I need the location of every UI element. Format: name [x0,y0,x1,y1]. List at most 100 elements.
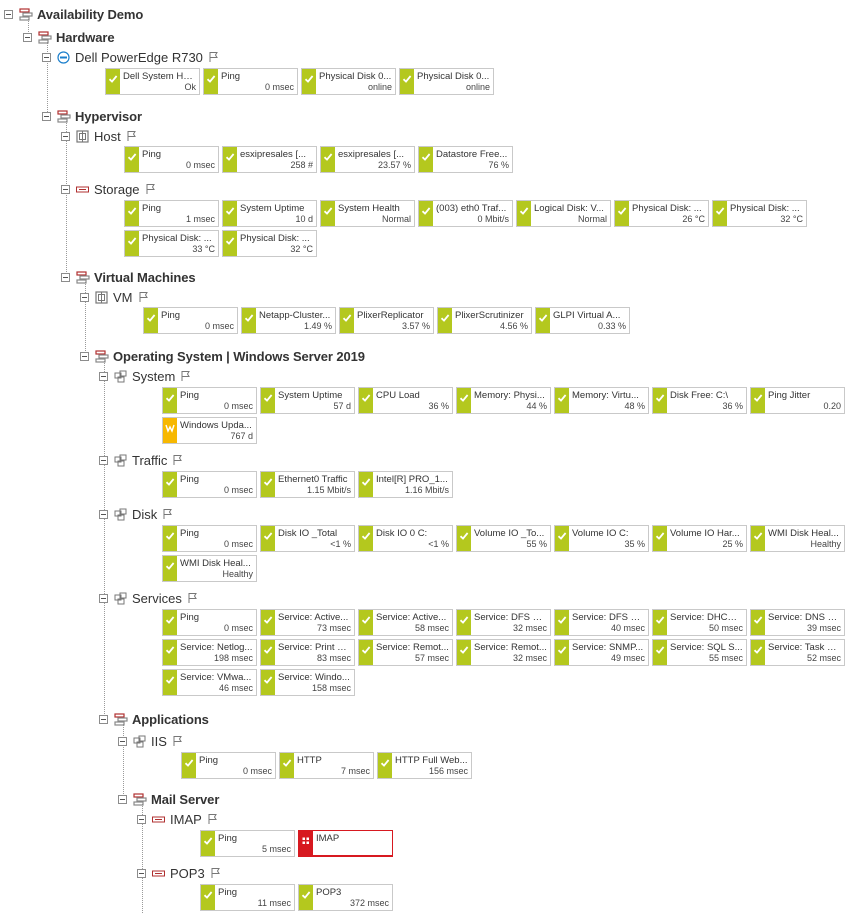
sensor-tile[interactable]: Volume IO _To... 55 % [456,525,551,552]
collapse-toggle[interactable] [99,593,108,603]
sensor-tile[interactable]: System Uptime 10 d [222,200,317,227]
tree-node-host[interactable]: Host [61,127,138,145]
sensor-tile[interactable]: WMI Disk Heal... Healthy [750,525,845,552]
tree-node-traffic[interactable]: Traffic [99,451,184,469]
sensor-tile[interactable]: Physical Disk: ... 32 °C [712,200,807,227]
sensor-tile[interactable]: Ping 0 msec [143,307,238,334]
sensor-tile[interactable]: Service: SNMP... 49 msec [554,639,649,666]
node-label[interactable]: Mail Server [151,791,220,807]
tree-node-root[interactable]: Availability Demo [4,5,143,23]
sensor-tile[interactable]: Physical Disk: ... 33 °C [124,230,219,257]
sensor-tile[interactable]: esxipresales [... 23.57 % [320,146,415,173]
flag-icon[interactable] [207,813,219,825]
flag-icon[interactable] [145,183,157,195]
node-label[interactable]: IMAP [170,811,202,827]
sensor-tile[interactable]: System Health Normal [320,200,415,227]
flag-icon[interactable] [180,370,192,382]
node-label[interactable]: Operating System | Windows Server 2019 [113,348,365,364]
sensor-tile[interactable]: Physical Disk 0... online [301,68,396,95]
sensor-tile[interactable]: Service: Active... 73 msec [260,609,355,636]
sensor-tile[interactable]: Dell System He... Ok [105,68,200,95]
tree-node-dell[interactable]: Dell PowerEdge R730 [42,48,220,66]
tree-node-storage[interactable]: Storage [61,180,157,198]
sensor-tile[interactable]: Service: Task S... 52 msec [750,639,845,666]
tree-node-hardware[interactable]: Hardware [23,28,115,46]
sensor-tile[interactable]: Ping 11 msec [200,884,295,911]
sensor-tile[interactable]: Service: SQL S... 55 msec [652,639,747,666]
tree-node-iis[interactable]: IIS [118,732,184,750]
sensor-tile[interactable]: Disk Free: C:\ 36 % [652,387,747,414]
sensor-tile[interactable]: esxipresales [... 258 # [222,146,317,173]
sensor-tile[interactable]: Ping 0 msec [203,68,298,95]
sensor-tile[interactable]: WMI Disk Heal... Healthy [162,555,257,582]
node-label[interactable]: Host [94,128,121,144]
node-label[interactable]: Traffic [132,452,168,468]
collapse-toggle[interactable] [99,509,108,519]
collapse-toggle[interactable] [80,351,89,361]
flag-icon[interactable] [210,867,222,879]
sensor-tile[interactable]: Ping Jitter 0.20 [750,387,845,414]
tree-node-services[interactable]: Services [99,589,199,607]
sensor-tile[interactable]: Service: DNS S... 39 msec [750,609,845,636]
node-label[interactable]: IIS [151,733,167,749]
sensor-tile[interactable]: Service: Active... 58 msec [358,609,453,636]
collapse-toggle[interactable] [23,32,32,42]
tree-node-system[interactable]: System [99,367,192,385]
sensor-tile[interactable]: Service: Windo... 158 msec [260,669,355,696]
collapse-toggle[interactable] [4,9,13,19]
flag-icon[interactable] [126,130,138,142]
sensor-tile[interactable]: Service: DFS N... 32 msec [456,609,551,636]
sensor-tile[interactable]: Disk IO 0 C: <1 % [358,525,453,552]
node-label[interactable]: Applications [132,711,209,727]
sensor-tile[interactable]: Ping 5 msec [200,830,295,857]
node-label[interactable]: Hardware [56,29,115,45]
sensor-tile[interactable]: Ping 0 msec [162,609,257,636]
flag-icon[interactable] [138,291,150,303]
sensor-tile[interactable]: Ethernet0 Traffic 1.15 Mbit/s [260,471,355,498]
sensor-tile[interactable]: HTTP 7 msec [279,752,374,779]
sensor-tile[interactable]: Disk IO _Total <1 % [260,525,355,552]
flag-icon[interactable] [162,508,174,520]
sensor-tile[interactable]: Service: VMwa... 46 msec [162,669,257,696]
tree-node-pop3[interactable]: POP3 [137,864,222,882]
tree-node-imap[interactable]: IMAP [137,810,219,828]
sensor-tile[interactable]: Physical Disk: ... 32 °C [222,230,317,257]
sensor-tile[interactable]: System Uptime 57 d [260,387,355,414]
sensor-tile[interactable]: Ping 0 msec [181,752,276,779]
node-label[interactable]: Services [132,590,182,606]
tree-node-operating-system[interactable]: Operating System | Windows Server 2019 [80,347,365,365]
collapse-toggle[interactable] [99,455,108,465]
node-label[interactable]: VM [113,289,133,305]
sensor-tile[interactable]: Service: Netlog... 198 msec [162,639,257,666]
collapse-toggle[interactable] [99,371,108,381]
sensor-tile[interactable]: Ping 0 msec [162,387,257,414]
tree-node-disk[interactable]: Disk [99,505,174,523]
sensor-tile[interactable]: Ping 0 msec [124,146,219,173]
sensor-tile[interactable]: Volume IO C: 35 % [554,525,649,552]
sensor-tile[interactable]: GLPI Virtual A... 0.33 % [535,307,630,334]
tree-node-applications[interactable]: Applications [99,710,209,728]
sensor-tile[interactable]: Intel[R] PRO_1... 1.16 Mbit/s [358,471,453,498]
sensor-tile[interactable]: Datastore Free... 76 % [418,146,513,173]
sensor-tile[interactable]: IMAP [298,830,393,857]
sensor-tile[interactable]: Logical Disk: V... Normal [516,200,611,227]
sensor-tile[interactable]: CPU Load 36 % [358,387,453,414]
node-label[interactable]: Hypervisor [75,108,142,124]
collapse-toggle[interactable] [42,52,51,62]
collapse-toggle[interactable] [137,814,146,824]
node-label[interactable]: Virtual Machines [94,269,196,285]
node-label[interactable]: POP3 [170,865,205,881]
collapse-toggle[interactable] [118,736,127,746]
flag-icon[interactable] [172,454,184,466]
node-label[interactable]: Dell PowerEdge R730 [75,49,203,65]
sensor-tile[interactable]: (003) eth0 Traf... 0 Mbit/s [418,200,513,227]
sensor-tile[interactable]: Service: Remot... 57 msec [358,639,453,666]
sensor-tile[interactable]: Service: Print S... 83 msec [260,639,355,666]
sensor-tile[interactable]: HTTP Full Web... 156 msec [377,752,472,779]
tree-node-vm[interactable]: VM [80,288,150,306]
sensor-tile[interactable]: Volume IO Har... 25 % [652,525,747,552]
collapse-toggle[interactable] [61,184,70,194]
sensor-tile[interactable]: PlixerReplicator 3.57 % [339,307,434,334]
sensor-tile[interactable]: Netapp-Cluster... 1.49 % [241,307,336,334]
sensor-tile[interactable]: Windows Upda... 767 d [162,417,257,444]
